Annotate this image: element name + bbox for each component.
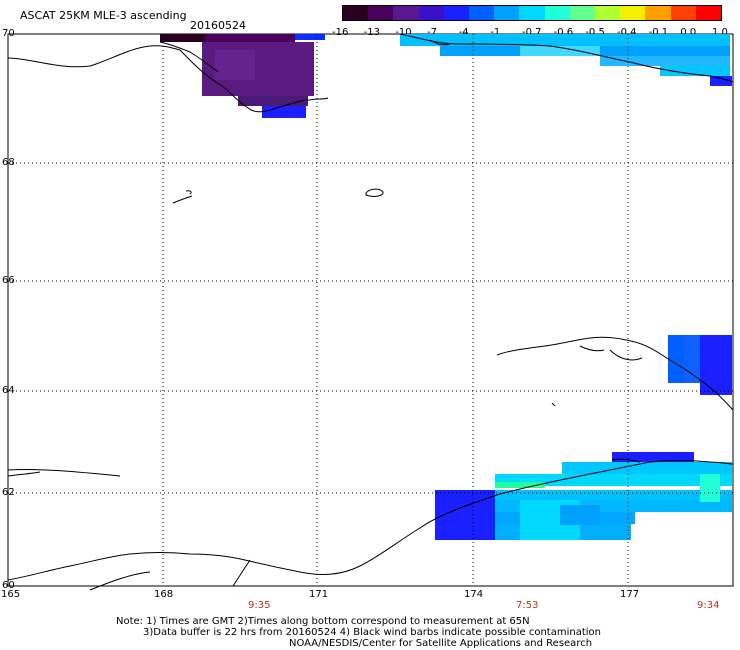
lat-label-70: 70 (2, 28, 15, 39)
colorbar-tick-label: -13 (363, 27, 380, 38)
graticule (8, 34, 733, 586)
colorbar-tick-label: -4 (458, 27, 469, 38)
note-line-1: Note: 1) Times are GMT 2)Times along bot… (116, 616, 530, 627)
lat-label-68: 68 (2, 157, 15, 168)
time-label-2: 7:53 (516, 600, 539, 611)
colorbar-tick-label: 0.0 (680, 27, 697, 38)
lon-label-174: 174 (464, 589, 484, 600)
swath-northeast (400, 34, 732, 86)
color-swatch (443, 6, 470, 20)
colorbar-tick-label: -0.1 (648, 27, 669, 38)
color-swatch (544, 6, 570, 20)
color-swatch (469, 6, 495, 20)
color-swatch (494, 6, 520, 20)
note-line-2: 3)Data buffer is 22 hrs from 20160524 4)… (143, 627, 601, 638)
colorbar-tick-label: -0.4 (617, 27, 637, 38)
colorbar-tick-label: -16 (332, 27, 349, 38)
lon-label-171: 171 (309, 589, 329, 600)
color-swatch (519, 6, 545, 20)
color-swatch (670, 6, 696, 20)
product-date: 20160524 (190, 19, 246, 32)
lat-label-66: 66 (2, 275, 15, 286)
lat-label-64: 64 (2, 385, 15, 396)
swath-east (668, 335, 732, 395)
lat-label-60: 60 (2, 580, 15, 591)
color-swatch (418, 6, 444, 20)
time-label-1: 9:35 (248, 600, 271, 611)
colorbar-tick-label: -0.6 (553, 27, 574, 38)
lon-label-177: 177 (620, 589, 640, 600)
lon-label-165: 165 (1, 589, 21, 600)
product-title: ASCAT 25KM MLE-3 ascending (20, 9, 187, 22)
note-line-3: NOAA/NESDIS/Center for Satellite Applica… (289, 638, 593, 649)
color-scale-bar (342, 5, 722, 21)
color-swatch (620, 6, 646, 20)
lat-label-62: 62 (2, 487, 15, 498)
time-label-3: 9:34 (697, 600, 720, 611)
color-swatch (645, 6, 671, 20)
swath-south (435, 452, 732, 540)
color-swatch (569, 6, 596, 20)
colorbar-tick-label: -0.7 (522, 27, 542, 38)
colorbar-tick-label: 1.0 (712, 27, 728, 38)
coastline (7, 33, 734, 591)
plot-frame (7, 33, 734, 587)
colorbar-tick-label: -7 (427, 27, 437, 38)
swath-northwest (160, 34, 325, 118)
colorbar-tick-label: -10 (395, 27, 412, 38)
color-swatch (695, 6, 722, 20)
color-swatch (393, 6, 419, 20)
color-swatch (595, 6, 621, 20)
lon-label-168: 168 (154, 589, 174, 600)
colorbar-tick-label: -1 (490, 27, 501, 38)
color-swatch (368, 6, 394, 20)
colorbar-tick-label: -0.5 (585, 27, 605, 38)
color-swatch (343, 6, 369, 20)
